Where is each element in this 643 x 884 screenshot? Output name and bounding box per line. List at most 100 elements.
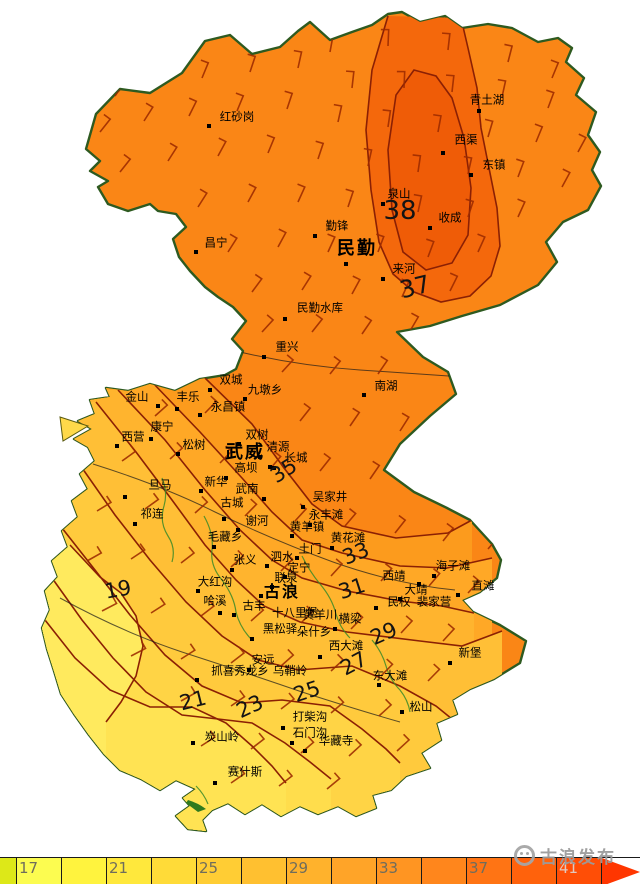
wind-barb-icon (251, 273, 263, 293)
green-patch (186, 800, 206, 812)
wind-barb-icon (345, 70, 355, 89)
wind-barb-icon (297, 183, 306, 203)
wind-barb-icon (413, 193, 423, 213)
wind-barb-icon (144, 492, 160, 510)
isotherm-line-31 (117, 389, 475, 614)
wind-barb-icon (217, 137, 227, 157)
wind-barb-icon (561, 168, 571, 188)
colorbar-cell: 17 (17, 858, 62, 884)
colorbar-cell: 41 (557, 858, 602, 884)
isotherm-line-35 (204, 377, 473, 539)
county-boundary (92, 463, 456, 591)
wind-barb-icon (197, 188, 208, 208)
wind-barb-icon (230, 646, 246, 664)
wind-barb-icon (516, 158, 525, 178)
wind-barb-icon (477, 233, 486, 253)
wind-barb-icon (463, 155, 473, 175)
colorbar-cell: 25 (197, 858, 242, 884)
wind-barb-icon (154, 398, 169, 417)
wind-barb-icon (99, 113, 112, 133)
wind-barb-icon (344, 508, 357, 527)
colorbar-arrow (602, 858, 640, 884)
wind-barb-icon (333, 103, 343, 123)
wind-barb-icon (194, 495, 209, 514)
wind-barb-icon (349, 407, 361, 427)
river (161, 477, 174, 563)
wind-barb-icon (230, 549, 245, 568)
wind-barb-icon (301, 271, 312, 291)
wind-barb-icon (330, 558, 344, 577)
colorbar-cell (242, 858, 287, 884)
wind-barb-icon (419, 467, 430, 487)
wind-barb-icon (130, 543, 146, 560)
wind-barb-icon (428, 568, 441, 587)
wind-barb-icon (143, 102, 154, 122)
wind-barb-icon (433, 113, 442, 133)
wind-barb-icon (311, 313, 324, 333)
watermark-text: 古浪发布 (540, 848, 616, 868)
wind-barb-icon (369, 460, 381, 480)
west-notch (59, 416, 90, 442)
wind-barb-icon (445, 74, 455, 93)
wind-barb-icon (121, 444, 137, 462)
wind-barb-icon (461, 472, 473, 492)
wind-barb-icon (180, 685, 197, 702)
river (195, 785, 209, 805)
wind-barb-icon (449, 272, 459, 292)
wind-barb-icon (86, 545, 103, 562)
wind-barb-icon (441, 32, 451, 51)
wind-barb-icon (247, 183, 257, 203)
wind-barb-icon (444, 422, 455, 442)
isotherm-line-23 (51, 577, 332, 780)
wind-barb-icon (327, 233, 336, 253)
wind-barb-icon (200, 599, 216, 617)
wind-barb-icon (180, 546, 196, 564)
wind-barb-icon (550, 59, 560, 79)
wind-barb-icon (382, 109, 392, 128)
wind-barb-icon (315, 140, 325, 160)
county-boundary (59, 597, 401, 723)
wind-barb-icon (409, 312, 420, 332)
isotherm-line-27 (79, 464, 453, 720)
wind-barb-icon (377, 355, 389, 375)
wind-barb-icon (326, 772, 341, 790)
wind-barb-icon (101, 596, 118, 612)
watermark: 古浪发布 (514, 843, 616, 868)
river (203, 515, 253, 641)
wind-barb-icon (484, 118, 494, 138)
wind-barb-icon (200, 59, 210, 79)
river (301, 555, 351, 639)
wind-barb-icon (363, 147, 373, 167)
wind-barb-icon (517, 198, 526, 218)
wind-barb-icon (204, 395, 218, 414)
colorbar-tick-label: 25 (199, 859, 219, 877)
wind-barb-icon (188, 97, 198, 117)
colorbar-tick-label: 33 (379, 859, 399, 877)
colorbar-cell (332, 858, 377, 884)
isotherm-line-37 (365, 15, 501, 303)
wind-barb-icon (261, 314, 275, 333)
wind-barb-icon (277, 228, 287, 248)
wind-barb-icon (250, 732, 266, 750)
temp-band-19-21 (42, 620, 286, 831)
wind-barb-icon (426, 238, 435, 258)
wind-barb-icon (401, 278, 410, 298)
wind-barb-icon (380, 28, 390, 47)
isotherm-line-19 (69, 544, 144, 723)
wind-barb-icon (427, 663, 441, 682)
wind-barb-icon (247, 53, 257, 73)
county-boundary (239, 351, 479, 379)
wind-barb-icon (351, 275, 361, 295)
wind-barb-icon (400, 615, 414, 634)
wind-barb-icon (467, 575, 481, 594)
wind-barb-icon (412, 154, 422, 173)
wind-barb-icon (244, 498, 258, 517)
wind-barb-icon (442, 522, 455, 542)
wind-barb-icon (504, 43, 514, 63)
colorbar-cell (422, 858, 467, 884)
wind-barb-icon (250, 603, 265, 622)
wind-barb-icon (330, 653, 345, 672)
wind-barb-icon (119, 153, 132, 173)
